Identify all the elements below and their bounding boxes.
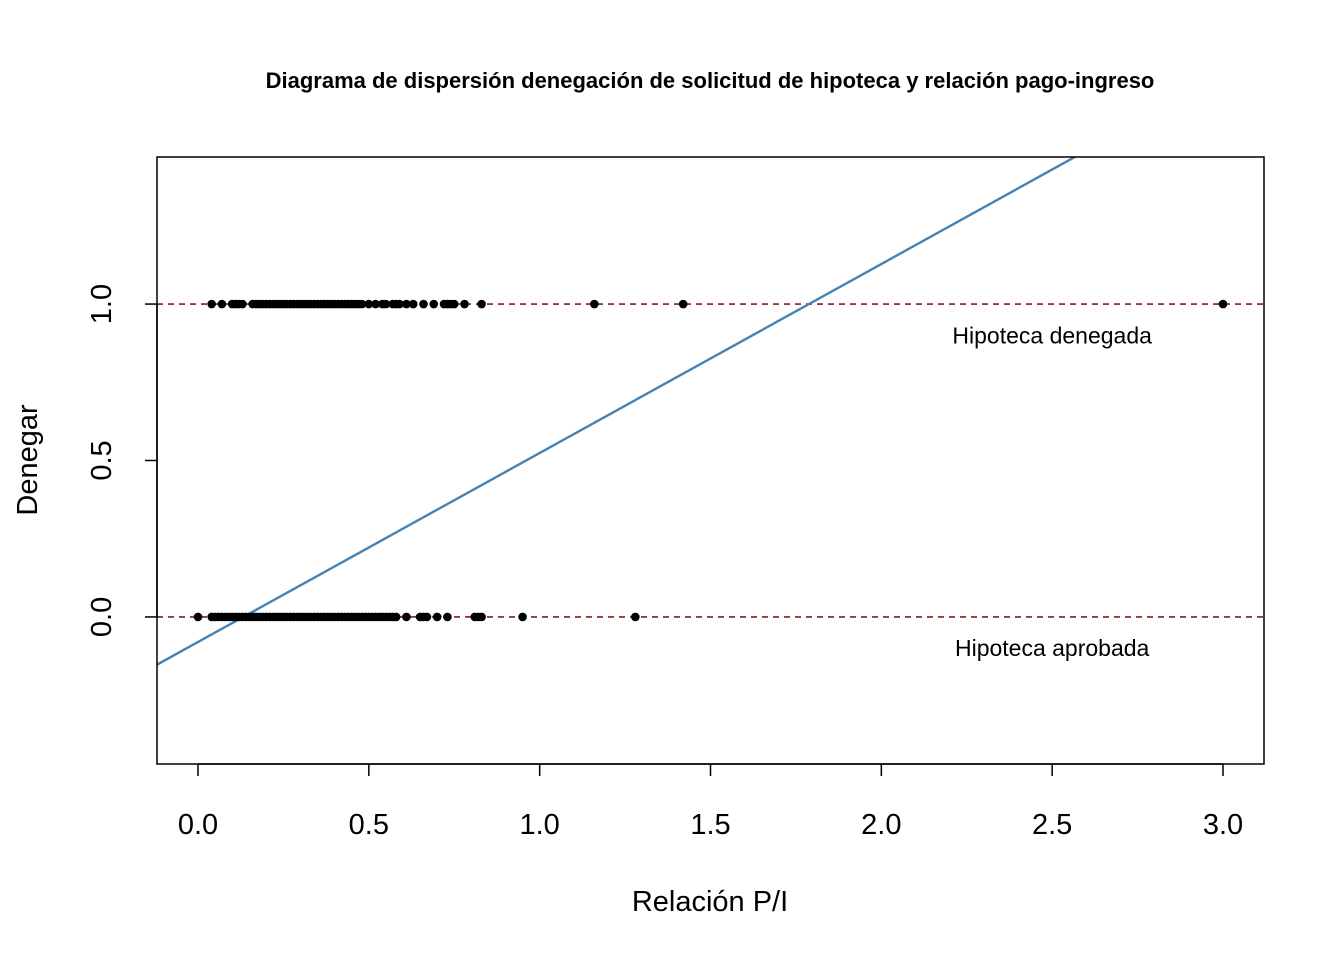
x-tick-label-0: 0.0 bbox=[178, 809, 218, 841]
y-axis: 0.0 0.5 1.0 bbox=[86, 284, 158, 637]
data-points bbox=[193, 299, 1228, 622]
annotation-0: Hipoteca denegada bbox=[952, 322, 1152, 348]
data-point-y0-60 bbox=[432, 612, 442, 622]
data-point-y1-46 bbox=[402, 299, 411, 309]
data-point-y0-0 bbox=[193, 612, 203, 622]
annotations: Hipoteca denegada Hipoteca aprobada bbox=[952, 322, 1152, 661]
x-tick-label-5: 2.5 bbox=[1032, 809, 1072, 841]
chart-title: Diagrama de dispersión denegación de sol… bbox=[266, 68, 1155, 93]
data-point-y1-49 bbox=[429, 299, 439, 309]
data-point-y0-59 bbox=[422, 612, 432, 622]
data-point-y0-55 bbox=[391, 612, 401, 622]
data-point-y1-39 bbox=[364, 299, 374, 309]
x-tick-label-2: 1.0 bbox=[520, 809, 560, 841]
x-axis-label: Relación P/I bbox=[632, 886, 788, 918]
data-point-y1-40 bbox=[371, 299, 380, 309]
x-tick-label-6: 3.0 bbox=[1203, 809, 1243, 841]
data-point-y1-53 bbox=[449, 299, 459, 309]
x-tick-label-3: 1.5 bbox=[690, 809, 730, 841]
data-point-y1-55 bbox=[477, 299, 486, 309]
x-axis: 0.0 0.5 1.0 1.5 2.0 2.5 3.0 bbox=[178, 763, 1243, 841]
data-point-y0-64 bbox=[477, 612, 486, 622]
data-point-y1-0 bbox=[207, 299, 216, 309]
data-point-y1-45 bbox=[395, 299, 404, 309]
data-point-y1-1 bbox=[217, 299, 227, 309]
x-tick-label-1: 0.5 bbox=[349, 809, 389, 841]
data-point-y0-65 bbox=[518, 612, 527, 622]
y-tick-label-2: 1.0 bbox=[86, 284, 118, 324]
data-point-y1-58 bbox=[1218, 299, 1228, 309]
data-point-y1-38 bbox=[357, 299, 367, 309]
y-tick-label-0: 0.0 bbox=[86, 597, 118, 637]
data-point-y1-54 bbox=[460, 299, 469, 309]
annotation-1: Hipoteca aprobada bbox=[955, 635, 1150, 661]
y-axis-label: Denegar bbox=[12, 404, 44, 516]
regression-line-group bbox=[157, 157, 1078, 666]
data-point-y1-42 bbox=[381, 299, 391, 309]
reference-lines bbox=[157, 303, 1264, 618]
data-point-y1-5 bbox=[238, 299, 247, 309]
plot-frame bbox=[156, 156, 1265, 765]
data-point-y1-56 bbox=[590, 299, 599, 309]
data-point-y1-47 bbox=[408, 299, 418, 309]
data-point-y0-61 bbox=[443, 612, 452, 622]
data-point-y0-66 bbox=[631, 612, 640, 622]
data-point-y1-57 bbox=[678, 299, 688, 309]
regression-line bbox=[157, 157, 1078, 666]
y-tick-label-1: 0.5 bbox=[86, 440, 118, 480]
data-point-y1-48 bbox=[419, 299, 428, 309]
x-tick-label-4: 2.0 bbox=[861, 809, 901, 841]
data-point-y0-56 bbox=[402, 612, 411, 622]
